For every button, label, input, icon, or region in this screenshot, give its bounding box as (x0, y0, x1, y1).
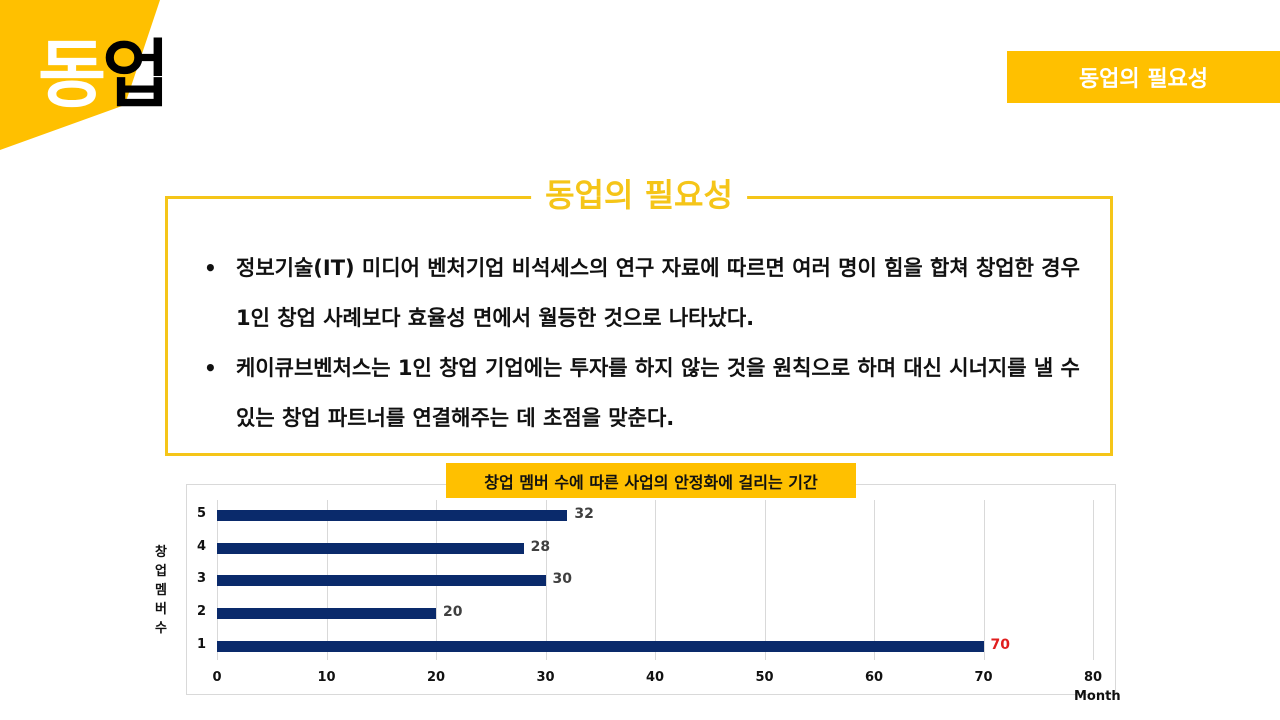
y-tick-label: 1 (196, 637, 206, 652)
gridline (545, 500, 547, 660)
y-axis-label-char: 버 (155, 602, 167, 617)
bar (217, 608, 436, 619)
y-axis-label-char: 업 (155, 564, 167, 579)
bar-value-label: 70 (990, 637, 1010, 653)
bullet-list: 정보기술(IT) 미디어 벤처기업 비석세스의 연구 자료에 따르면 여러 명이… (204, 243, 1080, 443)
gridline (983, 500, 985, 660)
bar-value-label: 32 (574, 506, 594, 522)
gridline (874, 500, 875, 660)
bar (217, 641, 984, 652)
bullet-item: 정보기술(IT) 미디어 벤처기업 비석세스의 연구 자료에 따르면 여러 명이… (204, 243, 1080, 343)
y-tick-label: 2 (196, 604, 206, 619)
logo-part-2: 업 (102, 32, 170, 118)
chart-title: 창업 멤버 수에 따른 사업의 안정화에 걸리는 기간 (446, 463, 856, 498)
plot-area: 70 20 30 28 32 (217, 500, 1094, 660)
section-badge: 동업의 필요성 (1007, 51, 1280, 103)
bullet-item: 케이큐브벤처스는 1인 창업 기업에는 투자를 하지 않는 것을 원칙으로 하며… (204, 343, 1080, 443)
bar-value-label: 28 (530, 539, 551, 555)
bar (217, 510, 568, 521)
x-tick-label: 0 (212, 670, 222, 685)
y-axis-label-char: 멤 (155, 583, 167, 598)
x-tick-label: 60 (864, 670, 884, 685)
gridline (764, 500, 766, 660)
y-axis-label-char: 수 (155, 621, 167, 636)
x-tick-label: 10 (317, 670, 336, 685)
bar-value-label: 30 (552, 571, 572, 587)
gridline (655, 500, 656, 660)
bar (217, 543, 524, 554)
x-tick-label: 50 (755, 670, 774, 685)
bar (217, 575, 546, 586)
x-tick-label: 20 (426, 670, 446, 685)
content-box: 동업의 필요성 정보기술(IT) 미디어 벤처기업 비석세스의 연구 자료에 따… (165, 173, 1113, 456)
y-tick-label: 4 (196, 539, 206, 554)
y-tick-label: 5 (196, 506, 206, 521)
logo: 동업 (38, 38, 170, 112)
x-tick-label: 40 (645, 670, 665, 685)
bar-value-label: 20 (443, 604, 463, 620)
logo-part-1: 동 (38, 32, 106, 118)
x-axis-label: Month (1074, 689, 1121, 704)
x-tick-label: 80 (1083, 670, 1103, 685)
gridline (1093, 500, 1094, 660)
y-tick-label: 3 (196, 571, 206, 586)
box-title: 동업의 필요성 (531, 173, 747, 217)
x-tick-label: 30 (536, 670, 555, 685)
y-axis-label-char: 창 (155, 545, 167, 560)
x-tick-label: 70 (974, 670, 993, 685)
